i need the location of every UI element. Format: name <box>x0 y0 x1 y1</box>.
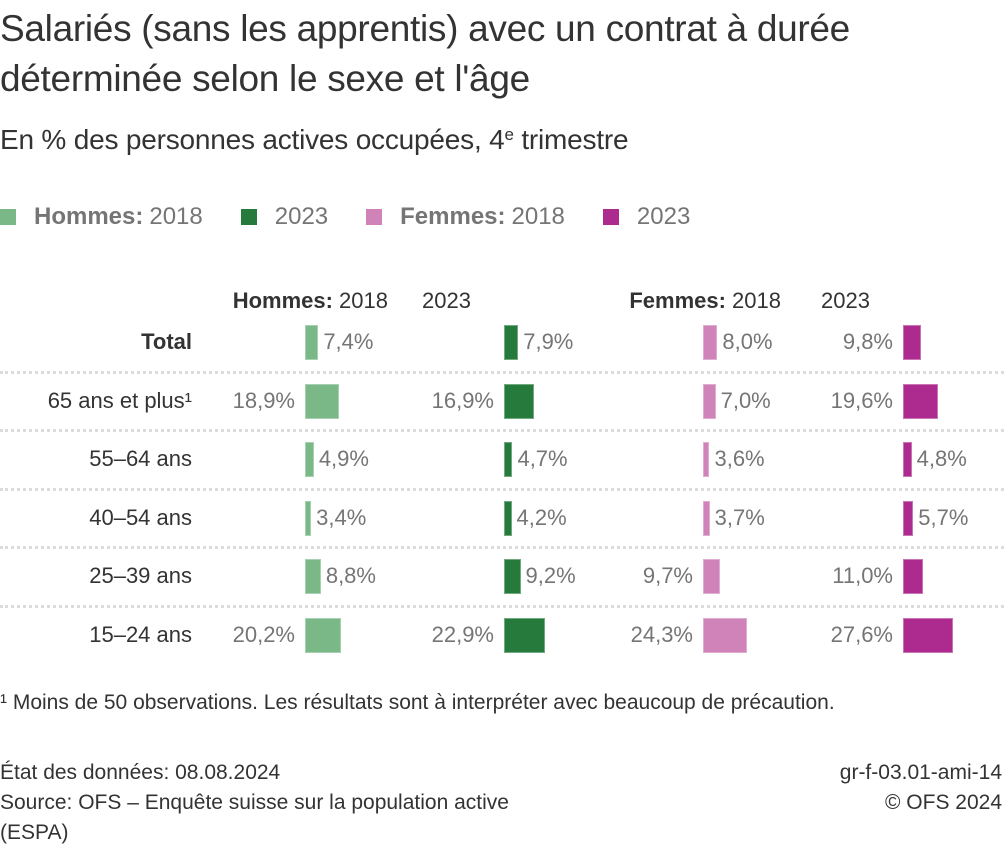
bar[interactable] <box>504 618 546 653</box>
data-label: 3,7% <box>714 504 765 530</box>
row-label: 15–24 ans <box>89 622 192 647</box>
column-header: Hommes: 2018 <box>233 286 388 316</box>
data-label: 11,0% <box>832 563 893 589</box>
legend-year-label: 2018 <box>511 203 565 230</box>
bar[interactable] <box>703 559 721 595</box>
data-label: 3,4% <box>316 504 367 530</box>
data-label: 7,4% <box>323 329 374 354</box>
row-label: Total <box>141 329 192 354</box>
legend-swatch-icon <box>240 209 257 225</box>
bar[interactable] <box>305 559 321 595</box>
bar[interactable] <box>305 618 342 653</box>
legend-item-femmes-2018[interactable]: Femmes: 2018 <box>366 203 565 231</box>
column-header-group: Femmes: <box>629 288 733 313</box>
bar[interactable] <box>903 618 953 653</box>
subtitle-text: En % des personnes actives occupées, 4 <box>0 124 505 155</box>
bar[interactable] <box>703 325 718 360</box>
chart-id: gr-f-03.01-ami-14 <box>839 761 1002 784</box>
legend-swatch-icon <box>366 209 383 225</box>
legend-group-label: Hommes: <box>34 203 144 230</box>
legend-item-femmes-2023[interactable]: 2023 <box>602 203 691 231</box>
data-label: 3,6% <box>714 446 765 472</box>
footer-left: État des données: 08.08.2024 Source: OFS… <box>0 758 509 848</box>
row-separator <box>0 546 1004 550</box>
legend: Hommes: 2018 2023 Femmes: 2018 2023 <box>0 200 728 234</box>
column-header: 2023 <box>821 286 870 316</box>
data-label: 4,7% <box>517 446 568 472</box>
data-label: 9,8% <box>842 329 893 354</box>
bar[interactable] <box>305 383 340 419</box>
column-header-year: 2023 <box>422 288 471 313</box>
footer-right: gr-f-03.01-ami-14 © OFS 2024 <box>840 758 1002 818</box>
data-label: 27,6% <box>830 622 893 647</box>
column-header-group: Hommes: <box>232 288 340 313</box>
bar[interactable] <box>903 383 939 419</box>
bar[interactable] <box>504 383 535 419</box>
row-label: 65 ans et plus¹ <box>47 387 192 413</box>
data-label: 22,9% <box>431 622 494 647</box>
column-header: 2023 <box>422 286 471 316</box>
legend-swatch-icon <box>602 209 619 225</box>
data-label: 5,7% <box>918 504 969 530</box>
legend-item-hommes-2018[interactable]: Hommes: 2018 <box>0 203 203 231</box>
subtitle-text-end: trimestre <box>513 124 629 155</box>
row-separator <box>0 370 1004 374</box>
data-label: 20,2% <box>232 622 295 647</box>
data-label: 8,8% <box>325 563 376 589</box>
column-header: Femmes: 2018 <box>629 286 781 316</box>
row-label: 25–39 ans <box>89 563 192 589</box>
bar[interactable] <box>305 325 319 360</box>
bar[interactable] <box>504 442 513 478</box>
bar[interactable] <box>703 618 747 653</box>
chart-title-line-1: Salariés (sans les apprentis) avec un co… <box>0 8 850 49</box>
bar[interactable] <box>703 383 716 419</box>
column-header-year: 2018 <box>732 288 781 313</box>
data-label: 7,9% <box>523 329 574 354</box>
row-separator <box>0 487 1004 491</box>
data-label: 19,6% <box>830 387 893 413</box>
bar[interactable] <box>703 442 710 478</box>
column-header-year: 2023 <box>821 288 870 313</box>
data-label: 7,0% <box>720 387 771 413</box>
bar[interactable] <box>504 500 512 536</box>
legend-year-label: 2018 <box>149 203 203 230</box>
data-label: 24,3% <box>630 622 693 647</box>
data-label: 16,9% <box>431 387 494 413</box>
bar[interactable] <box>903 500 914 536</box>
bar[interactable] <box>504 559 521 595</box>
bar[interactable] <box>305 500 312 536</box>
legend-swatch-icon <box>0 209 16 225</box>
data-label: 4,8% <box>916 446 967 472</box>
bar[interactable] <box>903 559 923 595</box>
data-label: 9,7% <box>642 563 693 589</box>
subtitle-superscript: e <box>504 125 514 144</box>
row-label: 55–64 ans <box>89 446 192 472</box>
column-header-year: 2018 <box>339 288 388 313</box>
row-label: 40–54 ans <box>89 504 192 530</box>
source-line-2: (ESPA) <box>0 821 69 844</box>
legend-year-label: 2023 <box>636 203 691 230</box>
bar[interactable] <box>305 442 314 478</box>
copyright: © OFS 2024 <box>884 791 1002 814</box>
data-label: 4,2% <box>516 504 567 530</box>
legend-group-label: Femmes: <box>400 203 506 230</box>
data-label: 18,9% <box>232 387 295 413</box>
chart-title-line-2: déterminée selon le sexe et l'âge <box>0 58 530 99</box>
data-label: 4,9% <box>318 446 369 472</box>
bar[interactable] <box>903 325 921 360</box>
data-label: 8,0% <box>722 329 773 354</box>
bar[interactable] <box>504 325 519 360</box>
footnote: ¹ Moins de 50 observations. Les résultat… <box>0 691 835 714</box>
legend-year-label: 2023 <box>274 203 329 230</box>
data-label: 9,2% <box>525 563 576 589</box>
row-separator <box>0 429 1004 433</box>
bar[interactable] <box>903 442 912 478</box>
row-separator <box>0 605 1004 608</box>
bar[interactable] <box>703 500 710 536</box>
chart-subtitle: En % des personnes actives occupées, 4e … <box>0 122 629 158</box>
legend-item-hommes-2023[interactable]: 2023 <box>240 203 329 231</box>
source-line-1: Source: OFS – Enquête suisse sur la popu… <box>0 791 509 814</box>
data-status: État des données: 08.08.2024 <box>0 761 281 784</box>
chart-title: Salariés (sans les apprentis) avec un co… <box>0 4 1004 104</box>
